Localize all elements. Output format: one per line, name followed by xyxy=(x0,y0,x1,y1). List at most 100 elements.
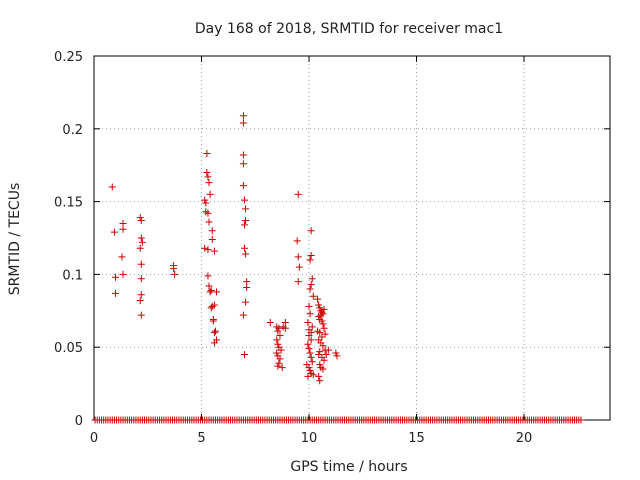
data-point xyxy=(320,324,328,332)
y-axis-label: SRMTID / TECUs xyxy=(7,183,23,296)
data-point xyxy=(242,298,250,306)
y-tick-label: 0.25 xyxy=(54,50,83,65)
y-tick-label: 0 xyxy=(75,414,83,429)
data-point xyxy=(293,237,301,245)
x-tick-label: 15 xyxy=(408,431,425,446)
chart-title: Day 168 of 2018, SRMTID for receiver mac… xyxy=(195,21,503,37)
data-point xyxy=(333,352,341,360)
data-point xyxy=(304,318,312,326)
data-point xyxy=(294,278,302,286)
data-point xyxy=(239,182,247,190)
data-point xyxy=(315,301,323,309)
y-tick-label: 0.05 xyxy=(54,341,83,356)
data-point xyxy=(275,324,283,332)
data-point xyxy=(241,244,248,252)
data-point xyxy=(205,282,213,290)
data-point xyxy=(319,342,327,350)
data-point xyxy=(242,217,250,225)
x-tick-labels: 0 5 10 15 20 xyxy=(90,431,532,446)
data-point xyxy=(136,297,144,305)
data-point xyxy=(307,227,315,235)
data-point xyxy=(324,346,332,354)
data-point xyxy=(315,350,323,358)
data-point xyxy=(204,173,212,181)
data-point xyxy=(207,286,215,294)
data-point xyxy=(307,353,315,361)
data-point xyxy=(210,339,218,347)
data-point xyxy=(276,332,284,340)
data-point xyxy=(318,333,326,341)
data-point xyxy=(203,168,211,176)
data-point xyxy=(203,150,211,158)
data-point xyxy=(306,349,314,357)
data-point xyxy=(307,336,315,344)
x-tick-label: 0 xyxy=(90,431,98,446)
data-point xyxy=(308,358,316,366)
data-point xyxy=(277,346,285,354)
data-point xyxy=(306,256,314,264)
data-point xyxy=(306,310,314,318)
data-point xyxy=(320,356,328,364)
data-point xyxy=(273,336,281,344)
data-point xyxy=(206,190,214,198)
data-point xyxy=(239,151,247,159)
y-tick-label: 0.15 xyxy=(54,196,83,211)
data-point xyxy=(295,263,303,271)
x-tick-label: 5 xyxy=(197,431,205,446)
data-point xyxy=(294,253,302,261)
data-point xyxy=(316,329,324,337)
data-point xyxy=(205,179,213,187)
data-point xyxy=(119,270,127,278)
data-point xyxy=(305,332,313,340)
data-point xyxy=(305,364,313,372)
data-point xyxy=(204,272,212,280)
data-point xyxy=(308,275,316,283)
data-point xyxy=(273,349,281,357)
data-point xyxy=(274,340,282,348)
data-point xyxy=(118,253,126,261)
data-point xyxy=(171,270,179,278)
data-point xyxy=(318,317,326,325)
data-point xyxy=(137,217,145,225)
data-point xyxy=(201,196,209,204)
data-point xyxy=(137,234,145,242)
grid xyxy=(94,56,610,420)
data-point xyxy=(137,311,145,319)
data-point xyxy=(321,330,329,338)
data-point xyxy=(306,285,314,293)
data-point xyxy=(309,292,317,300)
data-point xyxy=(136,244,144,252)
data-point xyxy=(266,318,274,326)
data-point xyxy=(274,327,282,335)
data-point xyxy=(112,273,119,281)
x-axis-label: GPS time / hours xyxy=(290,459,407,475)
data-point xyxy=(239,160,247,168)
data-point xyxy=(316,361,324,369)
data-point xyxy=(332,349,340,357)
x-tick-label: 10 xyxy=(301,431,318,446)
data-point xyxy=(322,350,330,358)
data-point xyxy=(208,227,216,235)
data-point xyxy=(305,302,313,310)
plot-frame xyxy=(93,55,611,421)
data-point xyxy=(208,302,216,310)
data-point xyxy=(276,355,284,363)
data-point xyxy=(241,350,248,358)
x-tick-label: 20 xyxy=(516,431,533,446)
data-point xyxy=(119,225,127,233)
data-points xyxy=(91,112,585,424)
data-point xyxy=(306,366,314,374)
data-point xyxy=(112,289,119,297)
y-tick-label: 0.2 xyxy=(62,123,83,138)
data-point xyxy=(206,288,214,296)
data-point xyxy=(243,284,251,292)
data-point xyxy=(170,265,178,273)
data-point xyxy=(241,221,248,229)
data-point xyxy=(241,196,248,204)
data-point xyxy=(316,348,324,356)
data-point xyxy=(316,377,324,385)
data-point xyxy=(319,365,327,373)
data-point xyxy=(308,323,316,331)
data-point xyxy=(201,244,209,252)
